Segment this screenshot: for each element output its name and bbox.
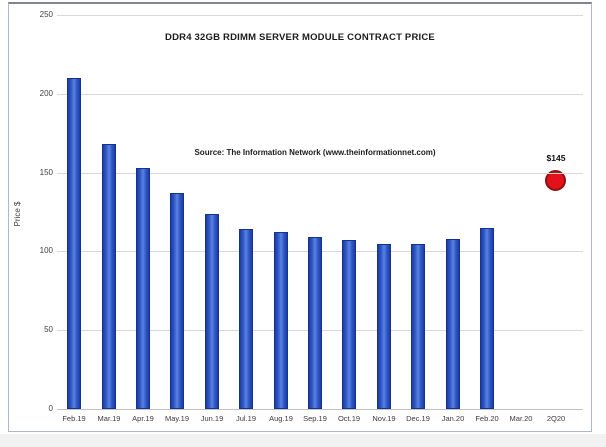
x-label-mar-20: Mar.20 xyxy=(509,414,533,423)
x-label-aug-19: Aug.19 xyxy=(269,414,293,423)
chart-title: DDR4 32GB RDIMM SERVER MODULE CONTRACT P… xyxy=(165,32,435,43)
x-label-feb-20: Feb.20 xyxy=(475,414,499,423)
y-tick-200: 200 xyxy=(39,89,53,98)
marker-value-label: $145 xyxy=(546,153,566,163)
x-label-dec-19: Dec.19 xyxy=(406,414,430,423)
bar-oct-19 xyxy=(342,240,356,409)
chart-frame: DDR4 32GB RDIMM SERVER MODULE CONTRACT P… xyxy=(8,2,592,432)
gridline-150 xyxy=(57,173,583,174)
source-note: Source: The Information Network (www.the… xyxy=(194,148,436,157)
bar-mar-19 xyxy=(102,144,116,409)
chart-plot-area: DDR4 32GB RDIMM SERVER MODULE CONTRACT P… xyxy=(9,4,591,431)
x-label-sep-19: Sep.19 xyxy=(303,414,327,423)
x-label-apr-19: Apr.19 xyxy=(132,414,154,423)
gridline-0 xyxy=(57,409,583,410)
x-label-nov-19: Nov.19 xyxy=(372,414,396,423)
x-label-oct-19: Oct.19 xyxy=(337,414,361,423)
y-axis-title: Price $ xyxy=(13,201,22,227)
bar-dec-19 xyxy=(411,244,425,409)
bar-sep-19 xyxy=(308,237,322,409)
x-label-jan-20: Jan.20 xyxy=(441,414,465,423)
forecast-marker-dot xyxy=(545,170,566,191)
gridline-250 xyxy=(57,15,583,16)
page-bottom-strip xyxy=(0,434,606,447)
y-tick-150: 150 xyxy=(39,168,53,177)
gridline-200 xyxy=(57,94,583,95)
y-tick-100: 100 xyxy=(39,246,53,255)
bar-may-19 xyxy=(170,193,184,409)
bar-jul-19 xyxy=(239,229,253,409)
x-label-jul-19: Jul.19 xyxy=(235,414,256,423)
bar-aug-19 xyxy=(274,232,288,409)
x-label-jun-19: Jun.19 xyxy=(200,414,224,423)
bar-apr-19 xyxy=(136,168,150,409)
x-label-2q20: 2Q20 xyxy=(546,414,566,423)
bar-feb-20 xyxy=(480,228,494,409)
y-tick-0: 0 xyxy=(48,404,53,413)
bar-nov-19 xyxy=(377,244,391,409)
bar-jun-19 xyxy=(205,214,219,409)
x-label-feb-19: Feb.19 xyxy=(62,414,86,423)
bar-jan-20 xyxy=(446,239,460,409)
bar-feb-19 xyxy=(67,78,81,409)
y-tick-250: 250 xyxy=(39,10,53,19)
x-label-may-19: May.19 xyxy=(164,414,190,423)
x-label-mar-19: Mar.19 xyxy=(97,414,121,423)
y-tick-50: 50 xyxy=(44,325,53,334)
